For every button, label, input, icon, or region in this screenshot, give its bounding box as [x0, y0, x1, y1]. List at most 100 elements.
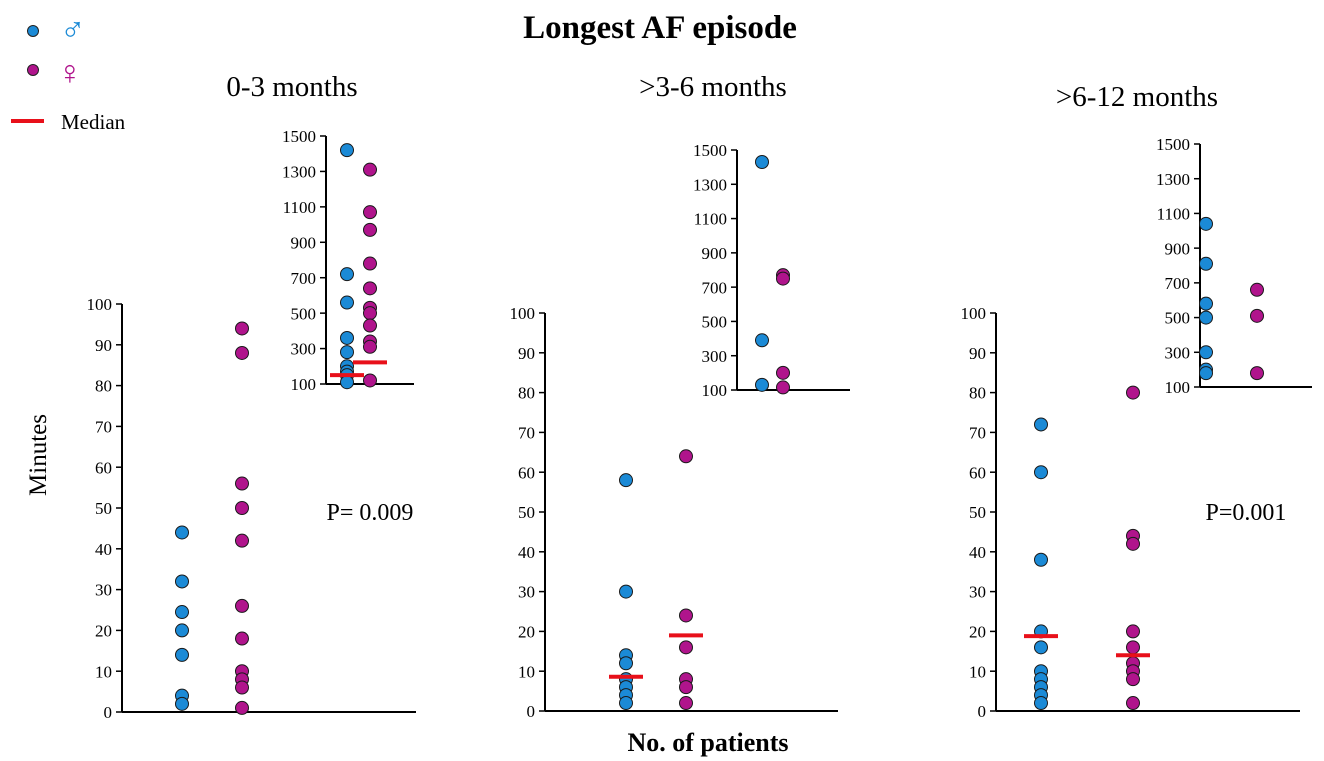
inset-female-point: [363, 281, 377, 296]
main-female-point: [679, 640, 693, 655]
inset-tick-label: 1500: [693, 141, 727, 160]
legend-male-marker: [27, 25, 39, 37]
inset-tick-label: 300: [702, 347, 728, 366]
inset-male-point: [1199, 216, 1213, 231]
y-axis-label: Minutes: [25, 414, 52, 496]
inset-female-point: [1250, 282, 1264, 297]
inset-tick-label: 900: [1165, 239, 1191, 258]
main-female-point: [679, 680, 693, 695]
main-male-point: [1034, 696, 1048, 711]
main-tick-label: 0: [978, 702, 987, 721]
inset-tick-label: 700: [1165, 274, 1191, 293]
inset-tick-label: 1100: [694, 210, 727, 229]
main-tick-label: 60: [95, 458, 112, 477]
main-female-point: [1126, 624, 1140, 639]
main-tick-label: 10: [518, 662, 535, 681]
panel-title: 0-3 months: [226, 71, 357, 103]
main-tick-label: 30: [95, 581, 112, 600]
main-male-point: [175, 647, 189, 662]
main-tick-label: 100: [87, 295, 113, 314]
inset-female-point: [776, 365, 790, 380]
x-axis-label: No. of patients: [627, 728, 788, 757]
inset-female-point: [363, 256, 377, 271]
inset-male-point: [755, 377, 769, 392]
main-tick-label: 80: [95, 377, 112, 396]
panels: 0-3 months010203040506070809010010030050…: [87, 71, 1312, 722]
main-male-point: [619, 656, 633, 671]
inset-female-point: [776, 271, 790, 286]
inset-tick-label: 100: [702, 381, 728, 400]
main-female-point: [235, 631, 249, 646]
main-tick-label: 30: [969, 583, 986, 602]
inset-male-point: [1199, 310, 1213, 325]
inset-tick-label: 1100: [1157, 205, 1190, 224]
main-tick-label: 70: [95, 418, 112, 437]
main-female-point: [1126, 536, 1140, 551]
main-female-point: [235, 501, 249, 515]
panel-2: >3-6 months 0 10 20 30 40 50 60 70 80 90 100 100 300 5…: [510, 71, 850, 721]
main-tick-label: 80: [969, 384, 986, 403]
main-tick-label: 60: [518, 463, 535, 482]
inset-tick-label: 900: [702, 244, 728, 263]
inset-female-point: [363, 373, 377, 388]
legend-male-symbol: ♂: [60, 12, 86, 49]
main-tick-label: 20: [518, 623, 535, 642]
inset-tick-label: 1500: [282, 127, 316, 146]
main-tick-label: 40: [969, 543, 986, 562]
main-tick-label: 50: [518, 503, 535, 522]
main-tick-label: 20: [969, 623, 986, 642]
panel-title: >3-6 months: [639, 71, 787, 103]
main-male-point: [619, 584, 633, 599]
main-female-point: [679, 696, 693, 711]
inset-tick-label: 500: [291, 304, 317, 323]
panel-title: >6-12 months: [1056, 81, 1218, 113]
main-male-point: [175, 525, 189, 540]
main-female-point: [235, 533, 249, 548]
figure-title: Longest AF episode: [523, 10, 797, 46]
inset-female-point: [1250, 308, 1264, 323]
main-tick-label: 50: [95, 499, 112, 518]
inset-male-point: [340, 267, 354, 282]
inset-male-point: [1199, 366, 1213, 381]
inset-male-point: [340, 375, 354, 390]
inset-tick-label: 300: [1165, 343, 1191, 362]
inset-male-point: [340, 295, 354, 310]
inset-female-point: [363, 318, 377, 333]
panel-1: 0-3 months 0 10 20 30 40 50 60 70 80 90 100 100 300 50…: [87, 71, 416, 722]
inset-male-point: [340, 143, 354, 158]
inset-female-point: [363, 306, 377, 321]
p-value-label: P= 0.009: [327, 500, 414, 526]
inset-female-point: [363, 222, 377, 237]
inset-tick-label: 100: [291, 375, 317, 394]
main-male-point: [1034, 465, 1048, 480]
main-male-point: [1034, 417, 1048, 432]
inset-female-point: [776, 380, 790, 395]
main-tick-label: 20: [95, 622, 112, 641]
inset-male-point: [1199, 296, 1213, 311]
main-tick-label: 30: [518, 583, 535, 602]
legend-female-marker: [27, 64, 39, 76]
main-female-point: [235, 680, 249, 695]
main-female-point: [235, 700, 249, 715]
inset-tick-label: 300: [291, 340, 317, 359]
main-tick-label: 50: [969, 503, 986, 522]
panel-3: >6-12 months 0 10 20 30 40 50 60 70 80 90 100 100 300…: [961, 81, 1312, 721]
main-tick-label: 90: [969, 344, 986, 363]
main-tick-label: 0: [104, 703, 113, 722]
inset-tick-label: 1100: [283, 198, 316, 217]
inset-tick-label: 500: [1165, 309, 1191, 328]
inset-female-point: [1250, 366, 1264, 381]
inset-tick-label: 500: [702, 313, 728, 332]
main-female-point: [1126, 696, 1140, 711]
main-tick-label: 10: [95, 662, 112, 681]
main-male-point: [175, 574, 189, 589]
main-male-point: [619, 696, 633, 711]
inset-male-point: [340, 330, 354, 345]
main-tick-label: 90: [518, 344, 535, 363]
main-male-point: [1034, 552, 1048, 567]
inset-tick-label: 1300: [1156, 170, 1190, 189]
main-tick-label: 80: [518, 384, 535, 403]
main-female-point: [235, 345, 249, 360]
inset-tick-label: 1300: [693, 175, 727, 194]
